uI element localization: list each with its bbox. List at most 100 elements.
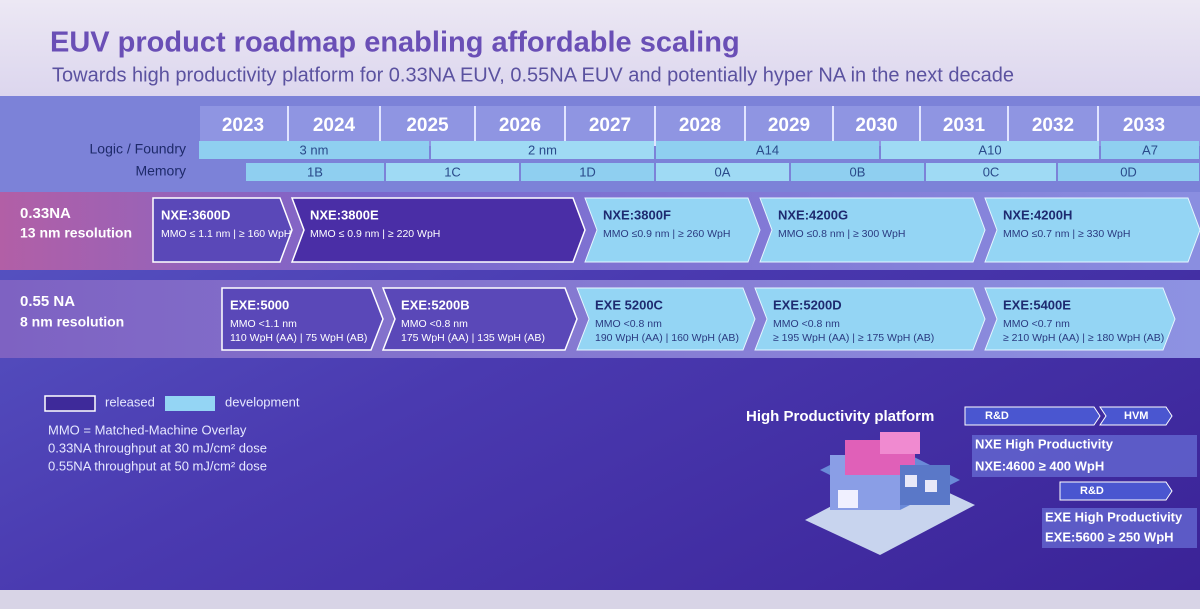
product-spec: MMO <0.8 nm: [595, 318, 662, 330]
year-label: 2031: [943, 115, 986, 136]
hp-box: [972, 435, 1197, 477]
phase-label: R&D: [1080, 485, 1104, 497]
product-spec: MMO ≤0.8 nm | ≥ 300 WpH: [778, 228, 905, 240]
node-label: 0C: [983, 164, 1000, 179]
legend-label: development: [225, 394, 300, 409]
phase-label: R&D: [985, 410, 1009, 422]
node-segment: [881, 141, 1099, 159]
hp-title: High Productivity platform: [746, 408, 934, 425]
product-name: EXE 5200C: [595, 297, 664, 312]
node-segment: [656, 163, 789, 181]
year-header: [200, 106, 1200, 146]
node-label: A14: [756, 142, 779, 157]
hp-name: NXE High Productivity: [975, 436, 1114, 451]
platform-resolution: 8 nm resolution: [20, 314, 124, 330]
product-arrow: [152, 197, 293, 263]
legend-swatch: [165, 396, 215, 411]
node-label: 0D: [1120, 164, 1137, 179]
node-segment: [926, 163, 1056, 181]
hp-spec: EXE:5600 ≥ 250 WpH: [1045, 529, 1174, 544]
product-spec: MMO ≤0.9 nm | ≥ 260 WpH: [603, 228, 730, 240]
product-arrow: [984, 197, 1200, 263]
product-name: NXE:3600D: [161, 207, 230, 222]
platform-resolution: 13 nm resolution: [20, 225, 132, 241]
title-area: [0, 0, 1200, 96]
product-arrow: [584, 197, 761, 263]
product-spec: ≥ 210 WpH (AA) | ≥ 180 WpH (AB): [1003, 332, 1164, 344]
note: 0.33NA throughput at 30 mJ/cm² dose: [48, 440, 267, 455]
product-arrow: [754, 287, 986, 351]
product-spec: MMO <0.8 nm: [401, 318, 468, 330]
phase-arrow: [1099, 406, 1173, 426]
note: 0.55NA throughput at 50 mJ/cm² dose: [48, 458, 267, 473]
product-arrow: [290, 197, 586, 263]
product-spec: MMO <1.1 nm: [230, 318, 297, 330]
node-label: 1B: [307, 164, 323, 179]
product-arrow: [759, 197, 986, 263]
year-label: 2033: [1123, 115, 1165, 136]
node-segment: [656, 141, 879, 159]
product-name: NXE:3800F: [603, 207, 671, 222]
phase-label: HVM: [1124, 410, 1148, 422]
year-label: 2024: [313, 115, 356, 136]
node-label: 1C: [444, 164, 461, 179]
product-spec: MMO ≤ 1.1 nm | ≥ 160 WpH: [161, 228, 291, 240]
year-label: 2032: [1032, 115, 1074, 136]
product-spec: ≥ 195 WpH (AA) | ≥ 175 WpH (AB): [773, 332, 934, 344]
product-name: EXE:5200D: [773, 297, 842, 312]
node-label: 0A: [715, 164, 731, 179]
product-name: EXE:5400E: [1003, 297, 1071, 312]
platform-name: 0.55 NA: [20, 293, 75, 310]
product-spec: 190 WpH (AA) | 160 WpH (AB): [595, 332, 739, 344]
year-label: 2028: [679, 115, 721, 136]
subtitle: Towards high productivity platform for 0…: [52, 64, 1014, 86]
year-label: 2023: [222, 115, 264, 136]
node-segment: [246, 163, 384, 181]
node-segment: [521, 163, 654, 181]
year-label: 2025: [406, 115, 449, 136]
legend-label: released: [105, 394, 155, 409]
hp-box: [1042, 508, 1197, 548]
product-name: NXE:4200G: [778, 207, 848, 222]
hp-spec: NXE:4600 ≥ 400 WpH: [975, 458, 1104, 473]
screen-edge: [0, 590, 1200, 609]
product-name: NXE:3800E: [310, 207, 379, 222]
title: EUV product roadmap enabling affordable …: [50, 27, 740, 59]
platform-name: 0.33NA: [20, 205, 71, 222]
note: MMO = Matched-Machine Overlay: [48, 422, 247, 437]
phase-arrow: [964, 406, 1101, 426]
year-label: 2029: [768, 115, 810, 136]
product-name: EXE:5000: [230, 297, 289, 312]
node-segment: [1101, 141, 1199, 159]
product-spec: MMO ≤ 0.9 nm | ≥ 220 WpH: [310, 228, 440, 240]
node-label: A10: [978, 142, 1001, 157]
node-segment: [199, 141, 429, 159]
product-arrow: [984, 287, 1176, 351]
product-spec: MMO <0.7 nm: [1003, 318, 1070, 330]
product-spec: MMO <0.8 nm: [773, 318, 840, 330]
year-label: 2027: [589, 115, 631, 136]
product-spec: MMO ≤0.7 nm | ≥ 330 WpH: [1003, 228, 1130, 240]
year-label: 2030: [855, 115, 897, 136]
machine-illustration: [805, 432, 975, 555]
node-segment: [1058, 163, 1199, 181]
node-segment: [431, 141, 654, 159]
node-label: 3 nm: [300, 142, 329, 157]
hp-name: EXE High Productivity: [1045, 509, 1183, 524]
row-label: Memory: [135, 163, 186, 179]
row-label: Logic / Foundry: [90, 141, 187, 157]
product-arrow: [576, 287, 756, 351]
node-segment: [386, 163, 519, 181]
node-label: 0B: [850, 164, 866, 179]
product-arrow: [221, 287, 384, 351]
node-segment: [791, 163, 924, 181]
year-label: 2026: [499, 115, 541, 136]
node-label: 2 nm: [528, 142, 557, 157]
node-label: 1D: [579, 164, 596, 179]
product-arrow: [381, 287, 578, 351]
product-name: NXE:4200H: [1003, 207, 1072, 222]
product-name: EXE:5200B: [401, 297, 470, 312]
product-spec: 175 WpH (AA) | 135 WpH (AB): [401, 332, 545, 344]
